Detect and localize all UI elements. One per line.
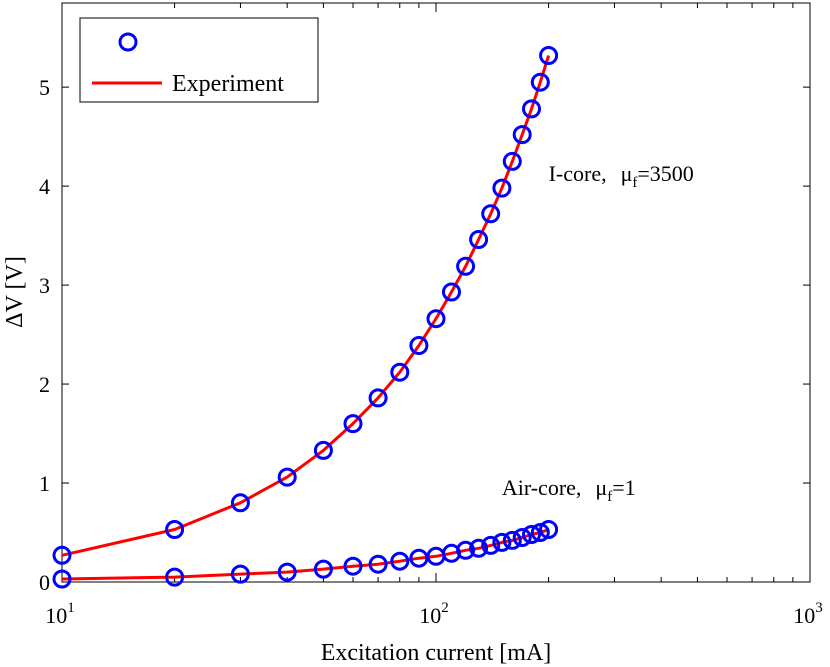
data-point [456,256,476,276]
data-point [409,336,429,355]
series-line-1 [61,55,551,557]
data-point [313,440,333,460]
data-point [512,528,532,547]
y-tick-label: 1 [39,471,50,496]
legend: Experiment [79,17,319,103]
data-point [277,467,297,487]
x-tick-label: 102 [419,600,449,628]
data-point [492,178,512,198]
data-point [52,569,72,589]
data-point [277,562,297,582]
data-point [530,72,550,92]
data-point [456,540,476,560]
data-point [502,530,522,550]
legend-box [79,17,319,103]
data-point [313,559,333,579]
x-tick-label: 101 [45,600,75,628]
data-point [539,520,559,539]
data-point [343,414,363,434]
data-point [442,282,461,302]
data-point [481,204,501,224]
data-point [502,151,522,171]
y-axis-title: ΔV [V] [2,256,28,328]
y-tick-label: 5 [39,75,50,100]
data-point [165,567,185,587]
data-point [343,556,363,576]
annotation-icore: I-core, μf=3500 [549,161,694,191]
data-point [539,46,559,65]
legend-marker-circle [118,32,138,52]
data-point [230,564,250,584]
data-point [390,551,410,571]
data-point [165,520,185,539]
data-point [426,309,446,329]
data-point [390,362,410,382]
y-tick-label: 0 [39,570,50,595]
data-point [522,525,541,544]
x-axis-title: Excitation current [mA] [321,640,552,666]
data-point [368,554,388,574]
y-tick-label: 2 [39,372,50,397]
data-point [481,535,501,555]
data-point [469,538,489,558]
data-point [530,523,550,542]
data-point [512,125,532,145]
series-layer [52,46,559,589]
data-point [522,99,541,119]
data-point [469,230,489,249]
data-point [368,388,388,408]
data-point [52,545,72,565]
annotation-aircore: Air-core, μf=1 [502,475,636,505]
y-tick-label: 4 [39,174,50,199]
data-point [230,493,250,513]
legend-label-experiment: Experiment [172,71,284,97]
data-point [492,532,512,552]
x-tick-label: 103 [793,600,823,628]
y-tick-label: 3 [39,273,50,298]
